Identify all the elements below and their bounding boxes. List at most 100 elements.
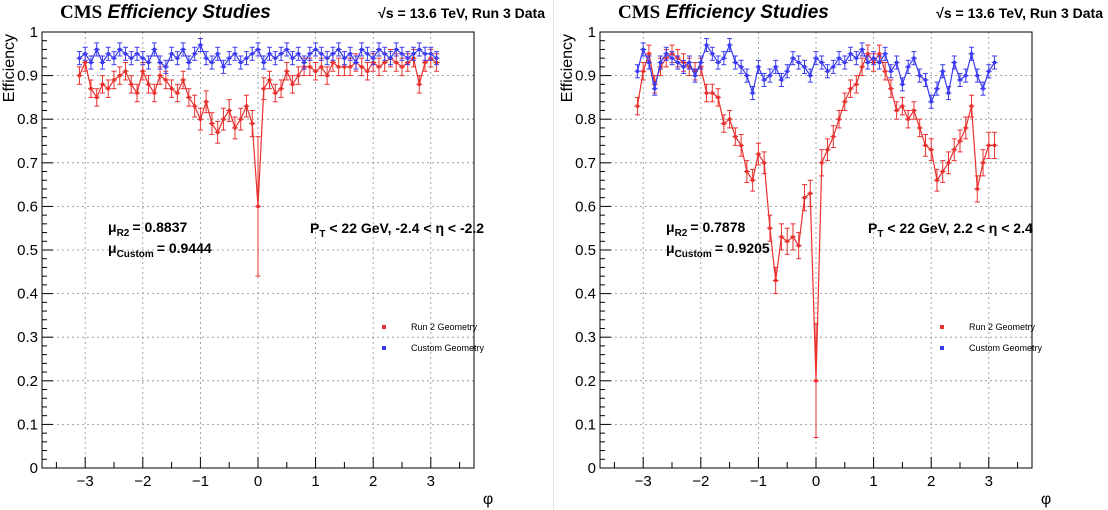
marker xyxy=(710,52,714,56)
data-point xyxy=(410,46,417,61)
data-point xyxy=(818,55,825,70)
marker xyxy=(319,65,323,69)
mu-symbol: μ xyxy=(108,219,117,235)
data-point xyxy=(237,107,244,131)
data-point xyxy=(168,79,175,98)
data-point xyxy=(93,88,100,107)
marker xyxy=(831,65,835,69)
series-custom xyxy=(76,38,440,74)
marker xyxy=(699,60,703,65)
marker xyxy=(146,82,151,86)
mu-subscript: Custom xyxy=(675,249,712,260)
data-point xyxy=(957,129,963,153)
data-point xyxy=(157,55,164,70)
data-point xyxy=(185,88,192,107)
data-point xyxy=(162,59,169,74)
marker xyxy=(935,178,939,182)
marker xyxy=(129,82,133,86)
marker xyxy=(123,69,128,73)
data-point xyxy=(968,94,975,118)
data-point xyxy=(905,109,912,129)
legend-marker xyxy=(940,325,944,329)
data-point xyxy=(824,138,831,162)
marker xyxy=(728,117,732,121)
data-point xyxy=(416,42,423,57)
data-point xyxy=(226,51,233,66)
marker xyxy=(756,65,760,69)
data-point xyxy=(122,46,129,61)
marker xyxy=(239,60,243,65)
data-point xyxy=(134,46,141,61)
selection-text: < 22 GeV, -2.4 < η < -2.2 xyxy=(325,220,484,236)
marker xyxy=(774,65,778,69)
marker xyxy=(751,91,755,95)
data-point xyxy=(139,51,146,66)
marker xyxy=(187,95,191,99)
header-title: CMS Efficiency Studies xyxy=(618,2,829,23)
y-tick-label: 0 xyxy=(588,460,596,477)
x-tick-label: −1 xyxy=(192,473,209,490)
data-point xyxy=(985,64,992,79)
data-point xyxy=(266,70,273,90)
data-point xyxy=(272,51,279,66)
data-point xyxy=(433,51,440,66)
marker xyxy=(348,52,352,56)
data-point xyxy=(260,77,267,101)
data-point xyxy=(657,55,664,70)
data-point xyxy=(185,55,192,70)
marker xyxy=(227,108,231,113)
data-point xyxy=(364,62,371,81)
data-point xyxy=(295,66,302,85)
marker xyxy=(992,143,997,147)
marker xyxy=(946,91,951,95)
marker xyxy=(308,65,312,69)
marker xyxy=(198,43,202,47)
data-point xyxy=(910,51,917,66)
series-custom xyxy=(634,38,998,109)
y-tick-label: 0.6 xyxy=(17,198,38,215)
data-point xyxy=(715,88,722,107)
marker xyxy=(820,60,824,65)
marker xyxy=(756,152,760,156)
marker xyxy=(360,47,364,52)
data-point xyxy=(266,46,273,61)
y-tick-label: 0.3 xyxy=(575,329,596,346)
marker xyxy=(325,74,329,78)
data-point xyxy=(766,68,773,83)
marker xyxy=(417,47,421,52)
data-point xyxy=(329,46,336,61)
data-point xyxy=(749,168,756,192)
marker xyxy=(302,60,306,65)
y-tick-label: 0.9 xyxy=(17,68,38,85)
y-tick-label: 0.7 xyxy=(575,155,596,172)
data-point xyxy=(755,59,762,74)
marker xyxy=(820,161,824,165)
data-point xyxy=(870,51,877,66)
y-tick-label: 0.9 xyxy=(575,68,596,85)
marker xyxy=(377,65,381,69)
data-point xyxy=(145,75,152,94)
data-point xyxy=(422,46,429,61)
data-point xyxy=(105,46,112,61)
marker xyxy=(314,47,318,52)
data-point xyxy=(335,42,342,57)
data-point xyxy=(893,101,900,120)
legend: Run 2 Geometry Custom Geometry xyxy=(940,322,1043,353)
marker xyxy=(135,52,139,56)
data-point xyxy=(755,142,762,166)
panel-divider xyxy=(553,0,554,510)
marker xyxy=(314,69,318,73)
y-tick-label: 0.5 xyxy=(17,242,38,259)
data-point xyxy=(939,160,946,183)
marker xyxy=(423,60,427,65)
y-tick-label: 0.4 xyxy=(17,286,38,303)
marker xyxy=(704,91,709,95)
marker xyxy=(244,104,249,108)
marker xyxy=(929,100,933,104)
marker xyxy=(693,74,697,78)
marker xyxy=(791,56,795,60)
marker xyxy=(895,108,899,113)
marker xyxy=(918,126,922,130)
marker xyxy=(325,56,329,60)
data-point xyxy=(968,46,975,61)
